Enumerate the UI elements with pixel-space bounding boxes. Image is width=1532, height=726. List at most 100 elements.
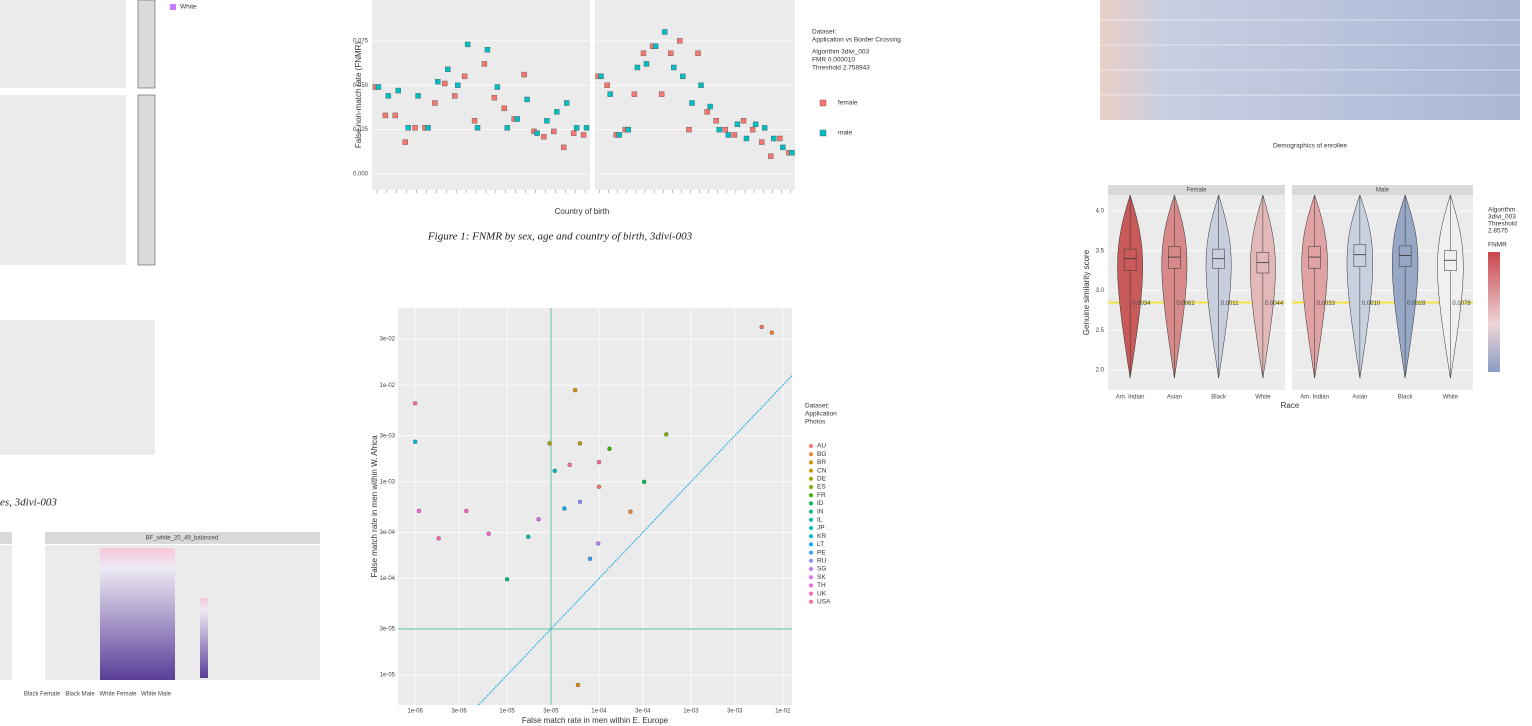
x-axis-label: False match rate in men within E. Europe xyxy=(522,716,669,725)
x-tick-label: White xyxy=(1443,395,1459,401)
legend-text: Algorithm xyxy=(1488,207,1515,214)
point xyxy=(641,479,647,484)
point xyxy=(552,468,557,473)
point xyxy=(640,50,647,56)
y-tick-label: 2.0 xyxy=(1096,368,1105,374)
y-tick-label: 3e-04 xyxy=(380,530,396,536)
point xyxy=(758,139,765,145)
legend-label: IN xyxy=(817,508,824,515)
legend-key xyxy=(809,493,813,498)
legend-text: FMR 0.000010 xyxy=(812,57,855,64)
point xyxy=(722,126,729,133)
point xyxy=(471,118,478,124)
point xyxy=(402,139,408,145)
legend-text: Photos xyxy=(805,419,826,426)
point xyxy=(713,118,719,124)
point xyxy=(526,534,531,539)
point xyxy=(452,93,458,99)
y-tick-label: 2.5 xyxy=(1096,328,1105,334)
y-tick-label: 1e-02 xyxy=(380,383,396,389)
legend-key xyxy=(809,567,813,571)
y-tick-label: 4.0 xyxy=(1096,208,1105,214)
value-label: 0.0028 xyxy=(1407,301,1426,307)
legend-text: Application vs Border Crossing xyxy=(812,37,901,44)
legend-label: RU xyxy=(817,558,827,565)
point xyxy=(664,432,669,437)
legend-text: Threshold 2.758943 xyxy=(812,65,870,72)
facet-strip xyxy=(1108,185,1285,195)
y-axis-label: Genuine similarity score xyxy=(1082,249,1091,335)
point xyxy=(481,61,488,67)
point xyxy=(544,118,550,124)
point xyxy=(731,132,738,138)
legend-label: USA xyxy=(817,599,831,606)
legend-key xyxy=(809,542,813,547)
legend-key xyxy=(809,583,813,588)
x-tick-label: White Male xyxy=(141,692,172,698)
point xyxy=(695,50,701,56)
legend-text: 3divi_003 xyxy=(1488,214,1516,221)
y-tick-label: 3e-05 xyxy=(380,627,396,633)
point xyxy=(395,87,401,94)
point xyxy=(501,105,507,112)
point xyxy=(547,441,552,446)
point xyxy=(554,109,560,115)
point xyxy=(504,577,510,582)
point xyxy=(573,125,580,131)
point xyxy=(435,78,441,85)
point xyxy=(768,153,774,159)
value-label: 0.0078 xyxy=(1452,301,1471,307)
y-tick-label: 3e-02 xyxy=(380,337,396,343)
legend-title: FNMR xyxy=(1488,242,1507,249)
identity-line xyxy=(478,375,793,706)
point xyxy=(587,556,593,561)
legend-key xyxy=(809,599,813,604)
legend-label: male xyxy=(838,130,852,137)
box xyxy=(1353,244,1367,267)
x-tick-label: Black Female xyxy=(24,692,61,698)
point xyxy=(643,61,650,67)
point xyxy=(789,150,795,156)
point xyxy=(671,64,677,71)
facet-strip xyxy=(137,0,156,89)
y-axis-label: False match rate in men within W. Africa xyxy=(370,435,379,578)
legend-label: KR xyxy=(817,533,826,540)
point xyxy=(596,459,602,465)
point xyxy=(769,330,774,335)
point xyxy=(777,135,783,142)
legend-label: SK xyxy=(817,574,826,581)
y-tick-label: 3e-03 xyxy=(380,433,396,439)
legend-label: TH xyxy=(817,582,826,589)
y-tick-label: 0.050 xyxy=(353,83,369,89)
point xyxy=(607,91,613,97)
x-tick-label: 3e-03 xyxy=(727,709,743,715)
point xyxy=(577,499,583,505)
point xyxy=(628,509,633,514)
legend-key xyxy=(809,452,813,457)
point xyxy=(577,441,583,446)
point xyxy=(716,126,722,133)
legend-label: CN xyxy=(817,467,827,474)
point xyxy=(562,506,567,511)
x-tick-label: 1e-03 xyxy=(683,709,699,715)
point xyxy=(413,401,418,406)
point xyxy=(707,103,713,110)
point xyxy=(561,144,567,151)
panel xyxy=(398,308,792,705)
point xyxy=(743,135,750,142)
legend-label: White xyxy=(180,4,197,11)
point xyxy=(474,125,481,131)
point xyxy=(761,125,768,131)
legend-key xyxy=(809,526,813,530)
point xyxy=(504,125,510,131)
y-tick-label: 1e-05 xyxy=(380,673,396,679)
legend-key xyxy=(819,129,827,137)
legend-label: ES xyxy=(817,484,826,491)
point xyxy=(575,682,581,688)
point xyxy=(514,116,520,122)
x-tick-label: 1e-05 xyxy=(499,709,515,715)
point xyxy=(698,82,704,88)
point xyxy=(413,439,418,444)
legend-key xyxy=(809,550,813,555)
point xyxy=(596,484,602,489)
